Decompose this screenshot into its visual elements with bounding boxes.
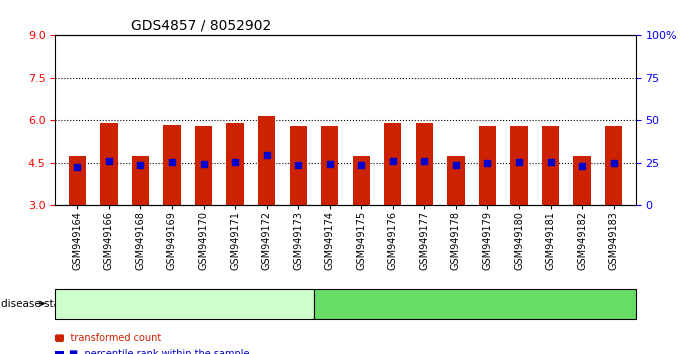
Bar — [574, 156, 591, 205]
Bar — [55, 335, 64, 341]
Text: ■  percentile rank within the sample: ■ percentile rank within the sample — [69, 349, 249, 354]
Bar — [605, 126, 623, 205]
Bar — [258, 116, 275, 205]
Bar — [227, 123, 244, 205]
Bar — [55, 351, 64, 354]
Bar — [352, 156, 370, 205]
Bar — [68, 156, 86, 205]
Bar — [195, 126, 212, 205]
Bar — [290, 126, 307, 205]
Bar — [511, 126, 528, 205]
Text: GDS4857 / 8052902: GDS4857 / 8052902 — [131, 19, 271, 33]
Bar — [416, 123, 433, 205]
FancyBboxPatch shape — [314, 289, 636, 319]
Bar — [163, 125, 180, 205]
Text: ■  transformed count: ■ transformed count — [55, 333, 162, 343]
Text: disease state: disease state — [1, 298, 70, 309]
FancyBboxPatch shape — [55, 289, 314, 319]
Bar — [132, 156, 149, 205]
Bar — [100, 123, 117, 205]
Bar — [384, 123, 401, 205]
Text: control: control — [165, 298, 204, 309]
Bar — [321, 126, 339, 205]
Bar — [479, 126, 496, 205]
Text: obstructive sleep apnea: obstructive sleep apnea — [408, 298, 542, 309]
Bar — [447, 156, 464, 205]
Bar — [542, 126, 559, 205]
